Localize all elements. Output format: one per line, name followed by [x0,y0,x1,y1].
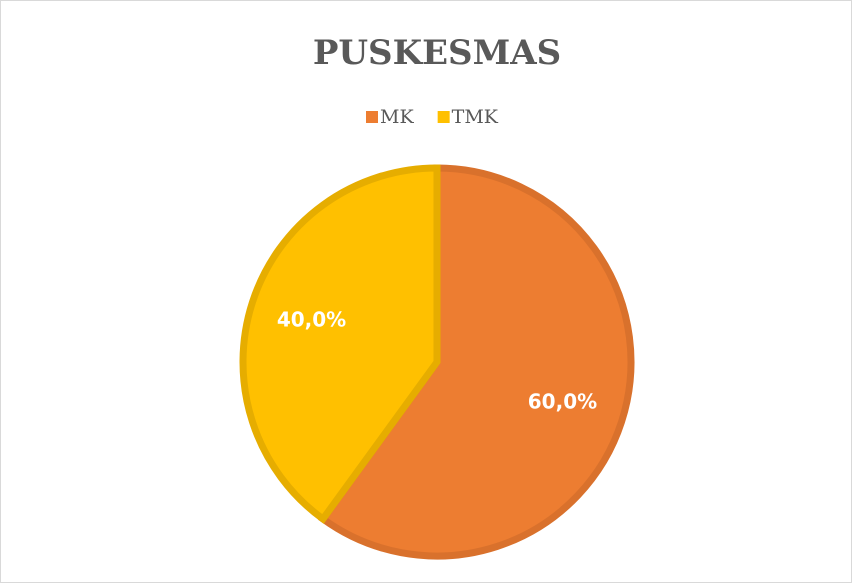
legend-label: MK [380,106,414,128]
data-label: 60,0% [528,389,597,413]
legend-swatch [366,111,378,123]
pie-slice [239,164,441,524]
chart-title: PUSKESMAS [313,33,561,73]
legend-swatch [437,111,450,123]
legend-label: TMK [452,106,499,128]
data-label: 40,0% [277,308,346,332]
pie-slice [318,164,635,560]
